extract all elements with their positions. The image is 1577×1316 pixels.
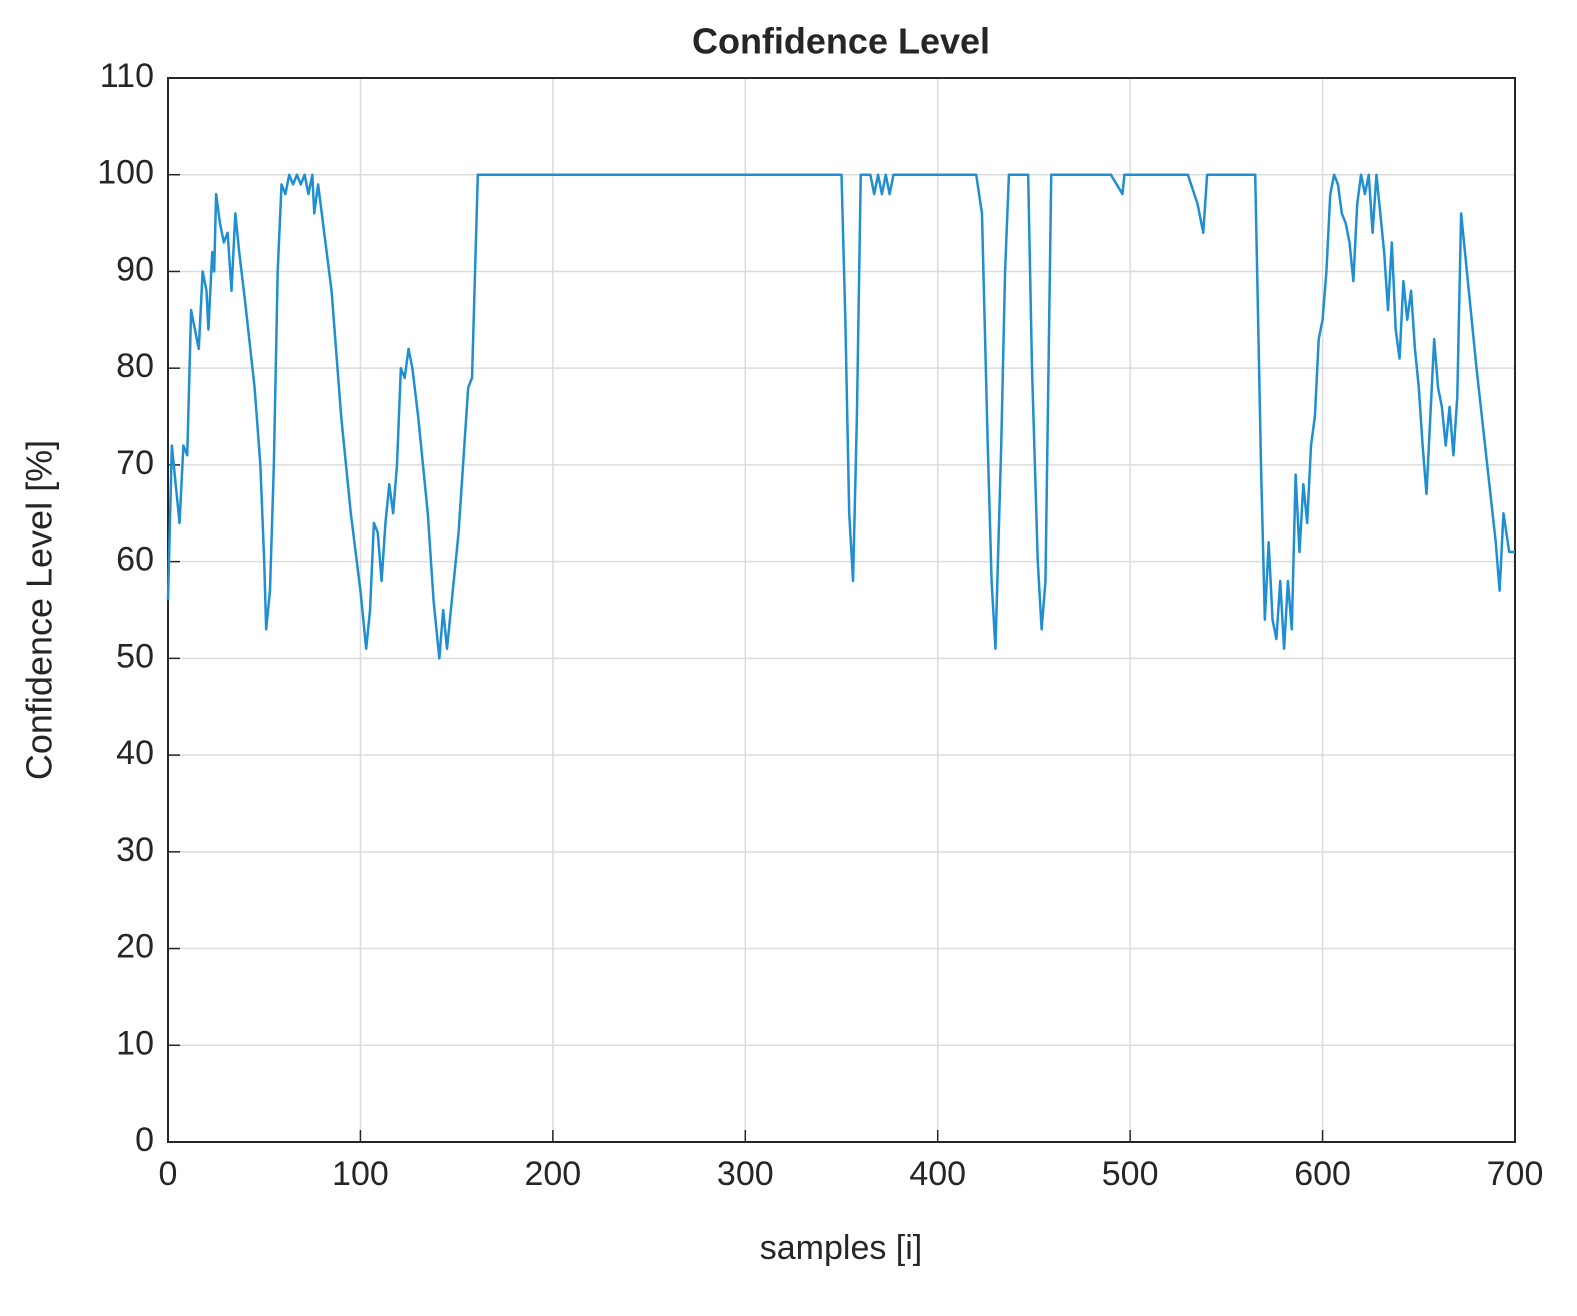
x-tick-label: 400 bbox=[909, 1155, 966, 1193]
y-tick-label: 50 bbox=[116, 637, 154, 675]
y-axis-label: Confidence Level [%] bbox=[19, 440, 60, 780]
chart-title: Confidence Level bbox=[692, 21, 990, 62]
y-tick-label: 100 bbox=[97, 154, 154, 192]
x-tick-label: 200 bbox=[524, 1155, 581, 1193]
y-tick-label: 40 bbox=[116, 734, 154, 772]
x-tick-label: 700 bbox=[1487, 1155, 1544, 1193]
y-tick-label: 80 bbox=[116, 347, 154, 385]
y-tick-label: 10 bbox=[116, 1024, 154, 1062]
y-tick-label: 20 bbox=[116, 928, 154, 966]
y-tick-label: 70 bbox=[116, 444, 154, 482]
y-tick-label: 0 bbox=[135, 1121, 154, 1159]
line-series bbox=[166, 173, 1515, 660]
y-tick-label: 90 bbox=[116, 250, 154, 288]
x-tick-label: 600 bbox=[1294, 1155, 1351, 1193]
x-axis-label: samples [i] bbox=[760, 1229, 923, 1267]
x-tick-label: 100 bbox=[332, 1155, 389, 1193]
y-tick-label: 30 bbox=[116, 831, 154, 869]
y-tick-label: 60 bbox=[116, 541, 154, 579]
x-tick-label: 500 bbox=[1102, 1155, 1159, 1193]
plot-frame bbox=[167, 77, 1516, 1143]
x-tick-label: 300 bbox=[717, 1155, 774, 1193]
y-tick-label: 110 bbox=[100, 57, 154, 95]
x-tick-label: 0 bbox=[159, 1155, 178, 1193]
